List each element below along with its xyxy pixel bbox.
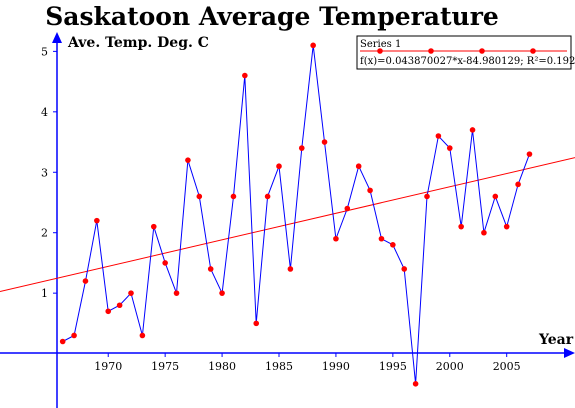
data-point	[412, 381, 419, 387]
data-point	[435, 133, 442, 139]
data-point	[492, 193, 499, 200]
trendline	[0, 157, 575, 293]
x-tick-label: 1980	[208, 360, 236, 373]
x-tick-label: 1995	[379, 360, 407, 373]
data-point	[242, 72, 248, 79]
x-tick-label: 1990	[322, 360, 350, 373]
legend-trend-equation: f(x)=0.043870027*x-84.980129; R²=0.1924	[360, 56, 575, 67]
y-tick-label: 1	[41, 287, 48, 300]
axes	[0, 32, 575, 408]
data-point	[128, 290, 134, 296]
data-point	[253, 320, 260, 327]
data-point	[424, 193, 430, 200]
legend: Series 1 f(x)=0.043870027*x-84.980129; R…	[356, 35, 575, 70]
data-point	[287, 266, 294, 272]
data-point	[94, 217, 100, 224]
tick-labels: 1970 1975 1980 1985 1990 1995 2000 2005 1 2 3 4 5	[41, 45, 521, 373]
data-point	[71, 332, 77, 339]
data-point	[116, 302, 123, 309]
data-point	[390, 242, 396, 248]
data-point	[446, 145, 453, 151]
data-point	[105, 308, 112, 315]
legend-marker	[428, 48, 434, 54]
data-point	[139, 332, 146, 339]
x-axis-arrow-icon	[564, 348, 575, 358]
data-point	[219, 290, 225, 296]
data-point	[503, 223, 510, 230]
data-point	[173, 290, 180, 296]
data-point	[207, 266, 214, 272]
x-axis-label: Year	[538, 332, 574, 348]
series-line	[62, 45, 530, 384]
y-axis-label: Ave. Temp. Deg. C	[67, 35, 209, 51]
legend-marker	[377, 48, 383, 54]
y-tick-label: 2	[41, 227, 48, 240]
y-tick-label: 3	[41, 166, 48, 179]
data-point	[367, 187, 373, 194]
data-point	[185, 157, 191, 163]
data-point	[310, 42, 316, 49]
legend-series-label: Series 1	[360, 39, 401, 50]
data-point	[378, 235, 385, 242]
data-point	[515, 181, 521, 188]
data-point	[469, 127, 476, 133]
legend-marker	[530, 48, 536, 54]
x-tick-label: 1970	[94, 360, 122, 373]
x-tick-label: 1975	[151, 360, 179, 373]
y-axis-arrow-icon	[52, 32, 62, 43]
x-tick-label: 2000	[436, 360, 464, 373]
data-point	[150, 223, 157, 230]
data-point	[321, 139, 328, 145]
legend-marker	[479, 48, 485, 54]
data-point	[333, 235, 339, 242]
y-tick-label: 4	[41, 106, 48, 119]
data-point	[82, 278, 89, 284]
data-point	[59, 338, 66, 345]
data-series	[59, 42, 533, 387]
data-point	[276, 163, 282, 170]
data-point	[355, 163, 362, 170]
data-point	[481, 229, 487, 236]
y-tick-label: 5	[41, 45, 48, 58]
data-point	[458, 223, 464, 230]
data-point	[196, 193, 203, 200]
data-point	[526, 151, 533, 157]
data-point	[298, 145, 305, 151]
x-tick-label: 1985	[265, 360, 293, 373]
data-point	[162, 260, 168, 266]
x-tick-label: 2005	[493, 360, 521, 373]
chart-title: Saskatoon Average Temperature	[45, 2, 499, 31]
data-point	[344, 205, 351, 212]
data-point	[401, 266, 408, 272]
data-point	[264, 193, 271, 200]
data-point	[230, 193, 237, 200]
trendline-line	[0, 157, 575, 293]
